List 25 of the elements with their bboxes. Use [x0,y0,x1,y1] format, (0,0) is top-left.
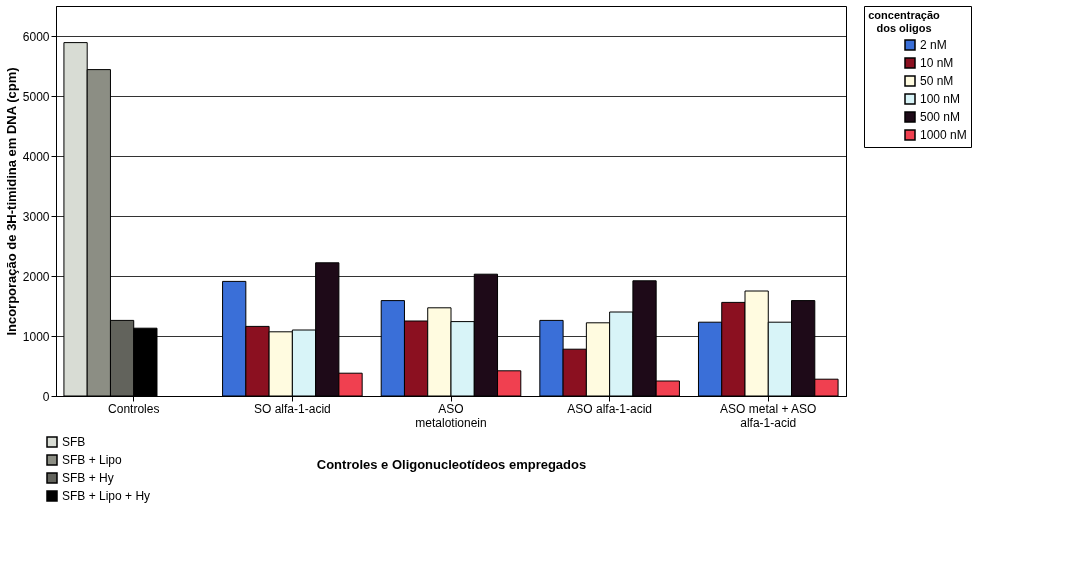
y-tick-label: 4000 [22,149,50,164]
y-tick-label: 6000 [22,29,50,44]
legend-label: 2 nM [920,38,947,52]
legend-label: 1000 nM [920,128,967,142]
y-tick-label: 5000 [22,89,50,104]
x-tick-label: ASO alfa-1-acid [567,401,652,416]
legend-label: 100 nM [920,92,961,106]
legend-label: 50 nM [920,74,954,88]
y-axis-title: Incorporação de 3H-timidina em DNA (cpm) [3,67,19,336]
y-tick-label: 2000 [22,269,50,284]
x-tick-label: ASO metalotionein [415,401,487,430]
x-tick-label: Controles [108,401,160,416]
legend-label: SFB + Lipo + Hy [62,489,151,503]
y-tick-label: 3000 [22,209,50,224]
x-tick-label: SO alfa-1-acid [254,401,331,416]
y-tick-label: 0 [42,389,50,404]
legend-label: SFB + Lipo [62,453,123,467]
legend-label: SFB + Hy [62,471,114,485]
legend-title: concentração dos oligos [868,9,941,34]
x-axis-title: Controles e Oligonucleotídeos empregados [316,456,587,472]
x-tick-label: ASO metal + ASO alfa-1-acid [720,401,817,430]
y-tick-label: 1000 [22,329,50,344]
legend-label: 10 nM [920,56,954,70]
legend-label: SFB [62,435,86,449]
legend-label: 500 nM [920,110,961,124]
